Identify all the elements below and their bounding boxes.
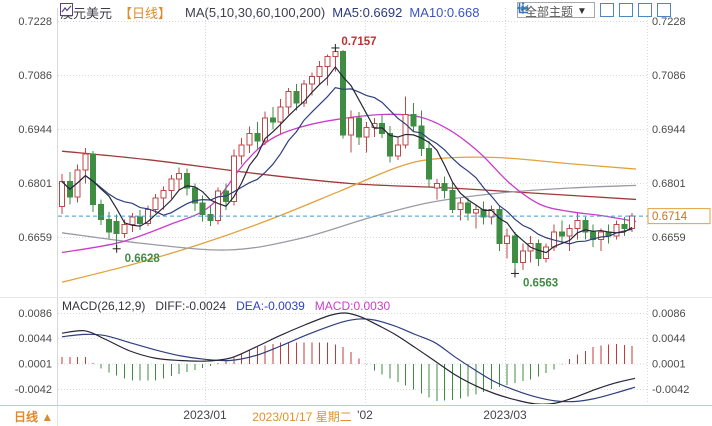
axes-frame-button[interactable] bbox=[518, 3, 633, 17]
svg-text:0.0044: 0.0044 bbox=[652, 333, 686, 345]
macd-dea-value: DEA:-0.0039 bbox=[236, 299, 305, 313]
svg-text:0.0044: 0.0044 bbox=[18, 333, 52, 345]
macd-diff-value: DIFF:-0.0024 bbox=[155, 299, 227, 313]
axis-divider bbox=[57, 406, 58, 426]
ma200-line bbox=[61, 150, 637, 201]
ma5-value: MA5:0.6692 bbox=[332, 5, 403, 20]
svg-text:0.0001: 0.0001 bbox=[18, 358, 52, 370]
time-axis-bar: 日线 ▲ 2023/01 '02 2023/03 2023/01/17 星期二 bbox=[0, 406, 712, 426]
svg-text:0.6659: 0.6659 bbox=[652, 232, 686, 244]
chart-header: 澳元美元 【日线】 MA(5,10,30,60,100,200) MA5:0.6… bbox=[60, 3, 479, 22]
period-tag: 【日线】 bbox=[119, 6, 172, 21]
svg-text:0.7228: 0.7228 bbox=[652, 16, 686, 28]
macd-settings-label: MACD(26,12,9) bbox=[62, 299, 146, 313]
ma10-value: MA10:0.668 bbox=[409, 5, 480, 20]
svg-text:0.0086: 0.0086 bbox=[18, 308, 52, 320]
date-tick: 2023/01 bbox=[183, 408, 227, 422]
svg-text:0.7228: 0.7228 bbox=[18, 16, 52, 28]
symbol-title: 澳元美元 bbox=[60, 6, 113, 21]
pan-tool-button[interactable] bbox=[517, 2, 614, 17]
ma10-line bbox=[61, 86, 633, 245]
svg-text:0.6944: 0.6944 bbox=[18, 124, 52, 136]
theme-dropdown-label: 全部主题 bbox=[525, 5, 574, 19]
ma60-line bbox=[61, 184, 637, 251]
chevron-down-icon: ▼ bbox=[577, 6, 587, 17]
diff-line bbox=[61, 312, 636, 404]
svg-text:0.6944: 0.6944 bbox=[652, 124, 686, 136]
svg-text:0.6659: 0.6659 bbox=[18, 232, 52, 244]
ma-settings-label: MA(5,10,30,60,100,200) bbox=[185, 5, 326, 20]
ma100-line bbox=[61, 156, 637, 283]
axes-play-button[interactable] bbox=[518, 3, 652, 17]
triangle-up-icon: ▲ bbox=[41, 410, 54, 424]
date-tick: '02 bbox=[357, 408, 373, 422]
svg-text:0.6628: 0.6628 bbox=[125, 253, 161, 265]
svg-text:0.6714: 0.6714 bbox=[652, 211, 688, 223]
svg-text:0.0086: 0.0086 bbox=[652, 308, 686, 320]
svg-text:0.6801: 0.6801 bbox=[18, 178, 52, 190]
svg-text:0.7086: 0.7086 bbox=[652, 70, 686, 82]
period-label: 日线 bbox=[14, 410, 39, 424]
svg-text:-0.0042: -0.0042 bbox=[652, 384, 689, 396]
period-selector[interactable]: 日线 ▲ bbox=[14, 408, 53, 425]
macd-header: MACD(26,12,9) DIFF:-0.0024 DEA:-0.0039 M… bbox=[62, 299, 390, 313]
ma5-line bbox=[61, 65, 633, 254]
export-button[interactable] bbox=[518, 3, 671, 17]
export-icon bbox=[518, 3, 529, 13]
selected-date-label: 2023/01/17 星期二 bbox=[252, 410, 352, 424]
ma30-line bbox=[61, 113, 637, 254]
dea-line bbox=[61, 318, 636, 403]
svg-text:0.7157: 0.7157 bbox=[341, 36, 376, 48]
svg-text:0.6801: 0.6801 bbox=[652, 178, 686, 190]
svg-text:0.7086: 0.7086 bbox=[18, 70, 52, 82]
theme-dropdown[interactable]: 全部主题 ▼ bbox=[517, 2, 595, 19]
macd-macd-value: MACD:0.0030 bbox=[314, 299, 391, 313]
chart-toolbar: 全部主题 ▼ bbox=[517, 2, 671, 19]
svg-text:0.6563: 0.6563 bbox=[523, 277, 558, 289]
last-price-box bbox=[647, 208, 711, 225]
svg-text:0.0001: 0.0001 bbox=[652, 358, 686, 370]
date-tick: 2023/03 bbox=[483, 408, 527, 422]
svg-text:-0.0042: -0.0042 bbox=[15, 384, 52, 396]
